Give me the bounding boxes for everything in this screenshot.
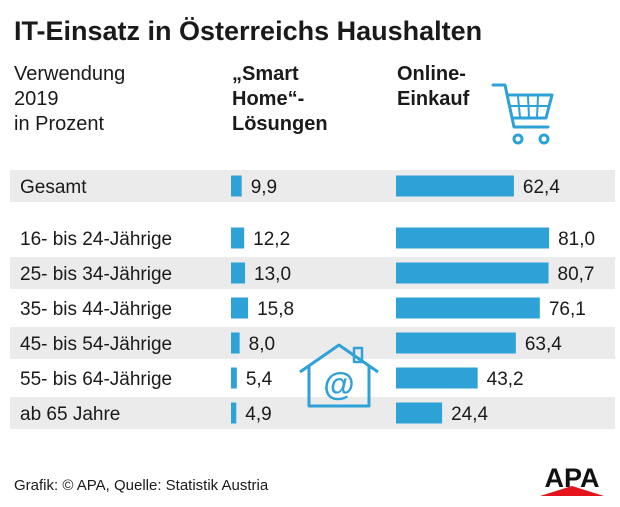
value-label-smart-home: 13,0 [254, 264, 291, 285]
shopping-cart-icon [491, 83, 554, 145]
bar-smart-home [231, 332, 240, 354]
value-label-online: 43,2 [487, 369, 524, 390]
row-band [10, 397, 615, 429]
bars: Gesamt 9,9 62,4 16- bis 24-Jährige 12,2 81,0 2… [20, 175, 595, 425]
bar-online [396, 297, 540, 319]
category-label: 35- bis 44-Jährige [20, 299, 172, 320]
value-label-smart-home: 15,8 [257, 299, 294, 320]
value-label-online: 81,0 [558, 229, 595, 250]
value-label-online: 80,7 [558, 264, 595, 285]
subtitle-line: in Prozent [14, 113, 105, 135]
chart-subtitle: Verwendung 2019 in Prozent [14, 62, 125, 137]
bar-smart-home [231, 262, 246, 284]
category-label: ab 65 Jahre [20, 404, 120, 425]
apa-logo: APA [540, 463, 604, 496]
bar-smart-home [231, 297, 249, 319]
value-label-online: 24,4 [451, 404, 488, 425]
value-label-smart-home: 12,2 [253, 229, 290, 250]
at-symbol-icon: @ [323, 366, 354, 402]
bar-smart-home [231, 227, 245, 249]
column-header-line: „Smart [232, 63, 299, 85]
column-header-line: Home“- [232, 88, 305, 110]
column-header-smart-home: „Smart Home“- Lösungen [232, 62, 328, 137]
source-footer: Grafik: © APA, Quelle: Statistik Austria [14, 477, 269, 494]
column-header-line: Einkauf [397, 88, 470, 110]
house-at-icon [299, 343, 379, 408]
bar-online [396, 367, 478, 389]
bar-smart-home [231, 402, 237, 424]
bar-online [396, 262, 549, 284]
row-band [10, 170, 615, 202]
column-header-line: Lösungen [232, 113, 328, 135]
value-label-smart-home: 5,4 [246, 369, 273, 390]
bar-smart-home [231, 367, 237, 389]
bar-online [396, 227, 550, 249]
bar-online [396, 332, 516, 354]
value-label-online: 63,4 [525, 334, 562, 355]
value-label-smart-home: 9,9 [251, 177, 277, 198]
value-label-online: 76,1 [549, 299, 586, 320]
column-header-line: Online- [397, 63, 466, 85]
category-label: 55- bis 64-Jährige [20, 369, 172, 390]
bar-smart-home [231, 175, 242, 197]
category-label: 45- bis 54-Jährige [20, 334, 172, 355]
apa-logo-triangle [540, 486, 604, 496]
category-label: 16- bis 24-Jährige [20, 229, 172, 250]
category-label: Gesamt [20, 177, 87, 198]
value-label-smart-home: 4,9 [245, 404, 271, 425]
column-header-online: Online- Einkauf [397, 62, 469, 112]
subtitle-line: 2019 [14, 88, 59, 110]
bar-online [396, 175, 514, 197]
subtitle-line: Verwendung [14, 63, 126, 85]
bar-online [396, 402, 443, 424]
value-label-smart-home: 8,0 [249, 334, 275, 355]
value-label-online: 62,4 [523, 177, 560, 198]
chart-title: IT-Einsatz in Österreichs Haushalten [14, 16, 483, 46]
category-label: 25- bis 34-Jährige [20, 264, 172, 285]
